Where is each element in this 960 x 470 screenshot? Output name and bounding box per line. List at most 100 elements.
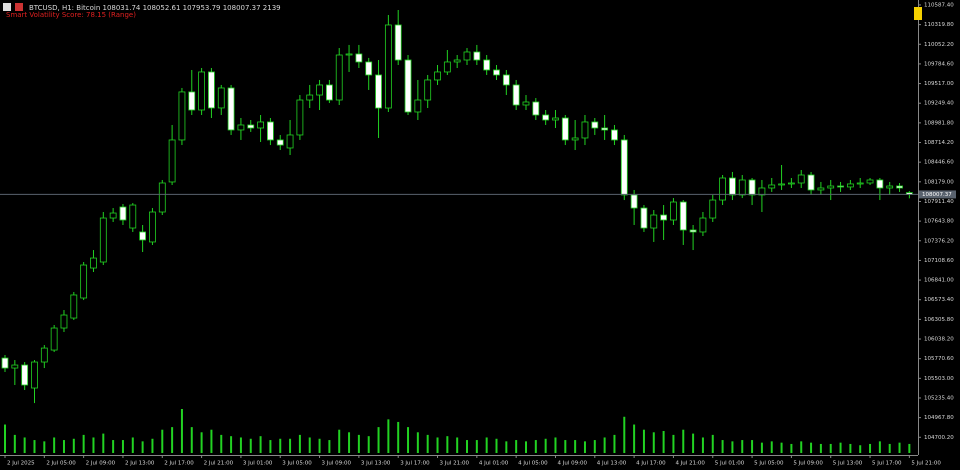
y-tick-label: 110052.20 [924, 42, 954, 48]
y-tick-label: 109784.60 [924, 61, 954, 67]
candle-body [571, 137, 579, 141]
price-label: 108007.37 [922, 192, 952, 198]
candle-body [276, 139, 284, 146]
candle-body [620, 139, 628, 196]
y-tick-label: 106038.20 [924, 337, 954, 343]
candle-body [758, 187, 766, 196]
y-tick-label: 106573.40 [924, 297, 954, 303]
x-tick-label: 2 Jul 13:00 [125, 461, 155, 467]
candle-body [296, 99, 304, 136]
candle-body [70, 294, 78, 319]
candle-body [178, 91, 186, 141]
candle-body [316, 84, 323, 96]
x-tick-label: 2 Jul 2025 [7, 461, 35, 467]
candle-body [483, 59, 491, 71]
candle-body [394, 24, 402, 61]
candle-body [267, 121, 274, 141]
candle-body [286, 134, 294, 149]
candle-body [866, 179, 874, 184]
candle-body [237, 124, 245, 131]
candle-body [512, 84, 520, 106]
x-tick-label: 5 Jul 09:00 [793, 461, 823, 467]
candle-body [1, 357, 9, 369]
candle-body [788, 182, 795, 185]
candle-body [168, 139, 176, 183]
x-tick-label: 5 Jul 21:00 [911, 461, 941, 467]
candle-body [208, 71, 215, 109]
x-tick-label: 2 Jul 09:00 [86, 461, 116, 467]
x-tick-label: 4 Jul 21:00 [675, 461, 705, 467]
flag-icon [15, 3, 23, 11]
candle-body [679, 201, 687, 231]
x-tick-label: 3 Jul 13:00 [361, 461, 391, 467]
candle-body [837, 185, 844, 188]
x-tick-label: 4 Jul 17:00 [636, 461, 666, 467]
candle-body [660, 214, 668, 221]
candle-body [257, 121, 264, 129]
x-tick-label: 5 Jul 13:00 [833, 461, 863, 467]
candle-body [60, 314, 68, 329]
candle-body [384, 24, 392, 109]
candle-body [31, 361, 38, 389]
candle-body [158, 182, 166, 213]
candle-body [21, 364, 29, 386]
candle-body [345, 53, 353, 56]
price-label-box [919, 190, 956, 199]
candle-body [40, 347, 48, 363]
candle-body [699, 217, 707, 233]
candle-body [306, 94, 314, 101]
x-tick-label: 4 Jul 09:00 [557, 461, 587, 467]
y-tick-label: 108714.20 [924, 140, 954, 146]
candle-body [522, 101, 530, 106]
x-tick-label: 3 Jul 05:00 [282, 461, 312, 467]
candle-body [247, 124, 255, 129]
candle-body [325, 84, 333, 101]
x-tick-label: 2 Jul 05:00 [46, 461, 76, 467]
candle-body [463, 51, 471, 61]
candle-body [532, 101, 540, 116]
x-tick-label: 4 Jul 13:00 [597, 461, 627, 467]
candle-body [856, 182, 864, 185]
y-tick-label: 107376.20 [924, 238, 954, 244]
y-tick-label: 107108.60 [924, 258, 954, 264]
candle-body [542, 114, 550, 121]
y-tick-label: 109517.00 [924, 81, 954, 87]
x-tick-label: 2 Jul 21:00 [204, 461, 234, 467]
y-tick-label: 107643.80 [924, 219, 954, 225]
candle-body [561, 117, 569, 141]
candle-body [90, 257, 97, 269]
candle-body [139, 231, 147, 241]
status-indicator [914, 7, 922, 20]
candle-body [99, 217, 107, 263]
candle-body [581, 121, 589, 139]
candle-body [709, 199, 717, 219]
x-tick-label: 3 Jul 09:00 [322, 461, 352, 467]
chart-subtitle: Smart Volatility Score: 78.15 (Range) [6, 11, 136, 19]
candle-body [365, 61, 373, 76]
candle-body [434, 71, 441, 81]
candle-body [601, 127, 609, 131]
candle-body [80, 264, 88, 299]
y-tick-label: 104700.20 [924, 435, 954, 441]
x-tick-label: 2 Jul 17:00 [164, 461, 194, 467]
candle-body [630, 194, 638, 209]
x-tick-label: 4 Jul 05:00 [518, 461, 548, 467]
x-tick-label: 5 Jul 05:00 [754, 461, 784, 467]
y-tick-label: 106305.80 [924, 317, 954, 323]
x-tick-label: 4 Jul 01:00 [479, 461, 509, 467]
candle-body [149, 211, 156, 243]
y-tick-label: 104967.80 [924, 415, 954, 421]
y-tick-label: 105235.40 [924, 395, 954, 401]
y-tick-label: 108446.60 [924, 160, 954, 166]
x-tick-label: 5 Jul 17:00 [872, 461, 902, 467]
candle-body [827, 185, 835, 189]
y-tick-label: 107911.40 [924, 199, 954, 205]
candle-body [748, 179, 756, 196]
candle-body [443, 61, 451, 73]
candle-body [817, 187, 825, 191]
y-tick-label: 110587.40 [924, 2, 954, 8]
candle-body [404, 59, 412, 113]
x-tick-label: 3 Jul 01:00 [243, 461, 273, 467]
